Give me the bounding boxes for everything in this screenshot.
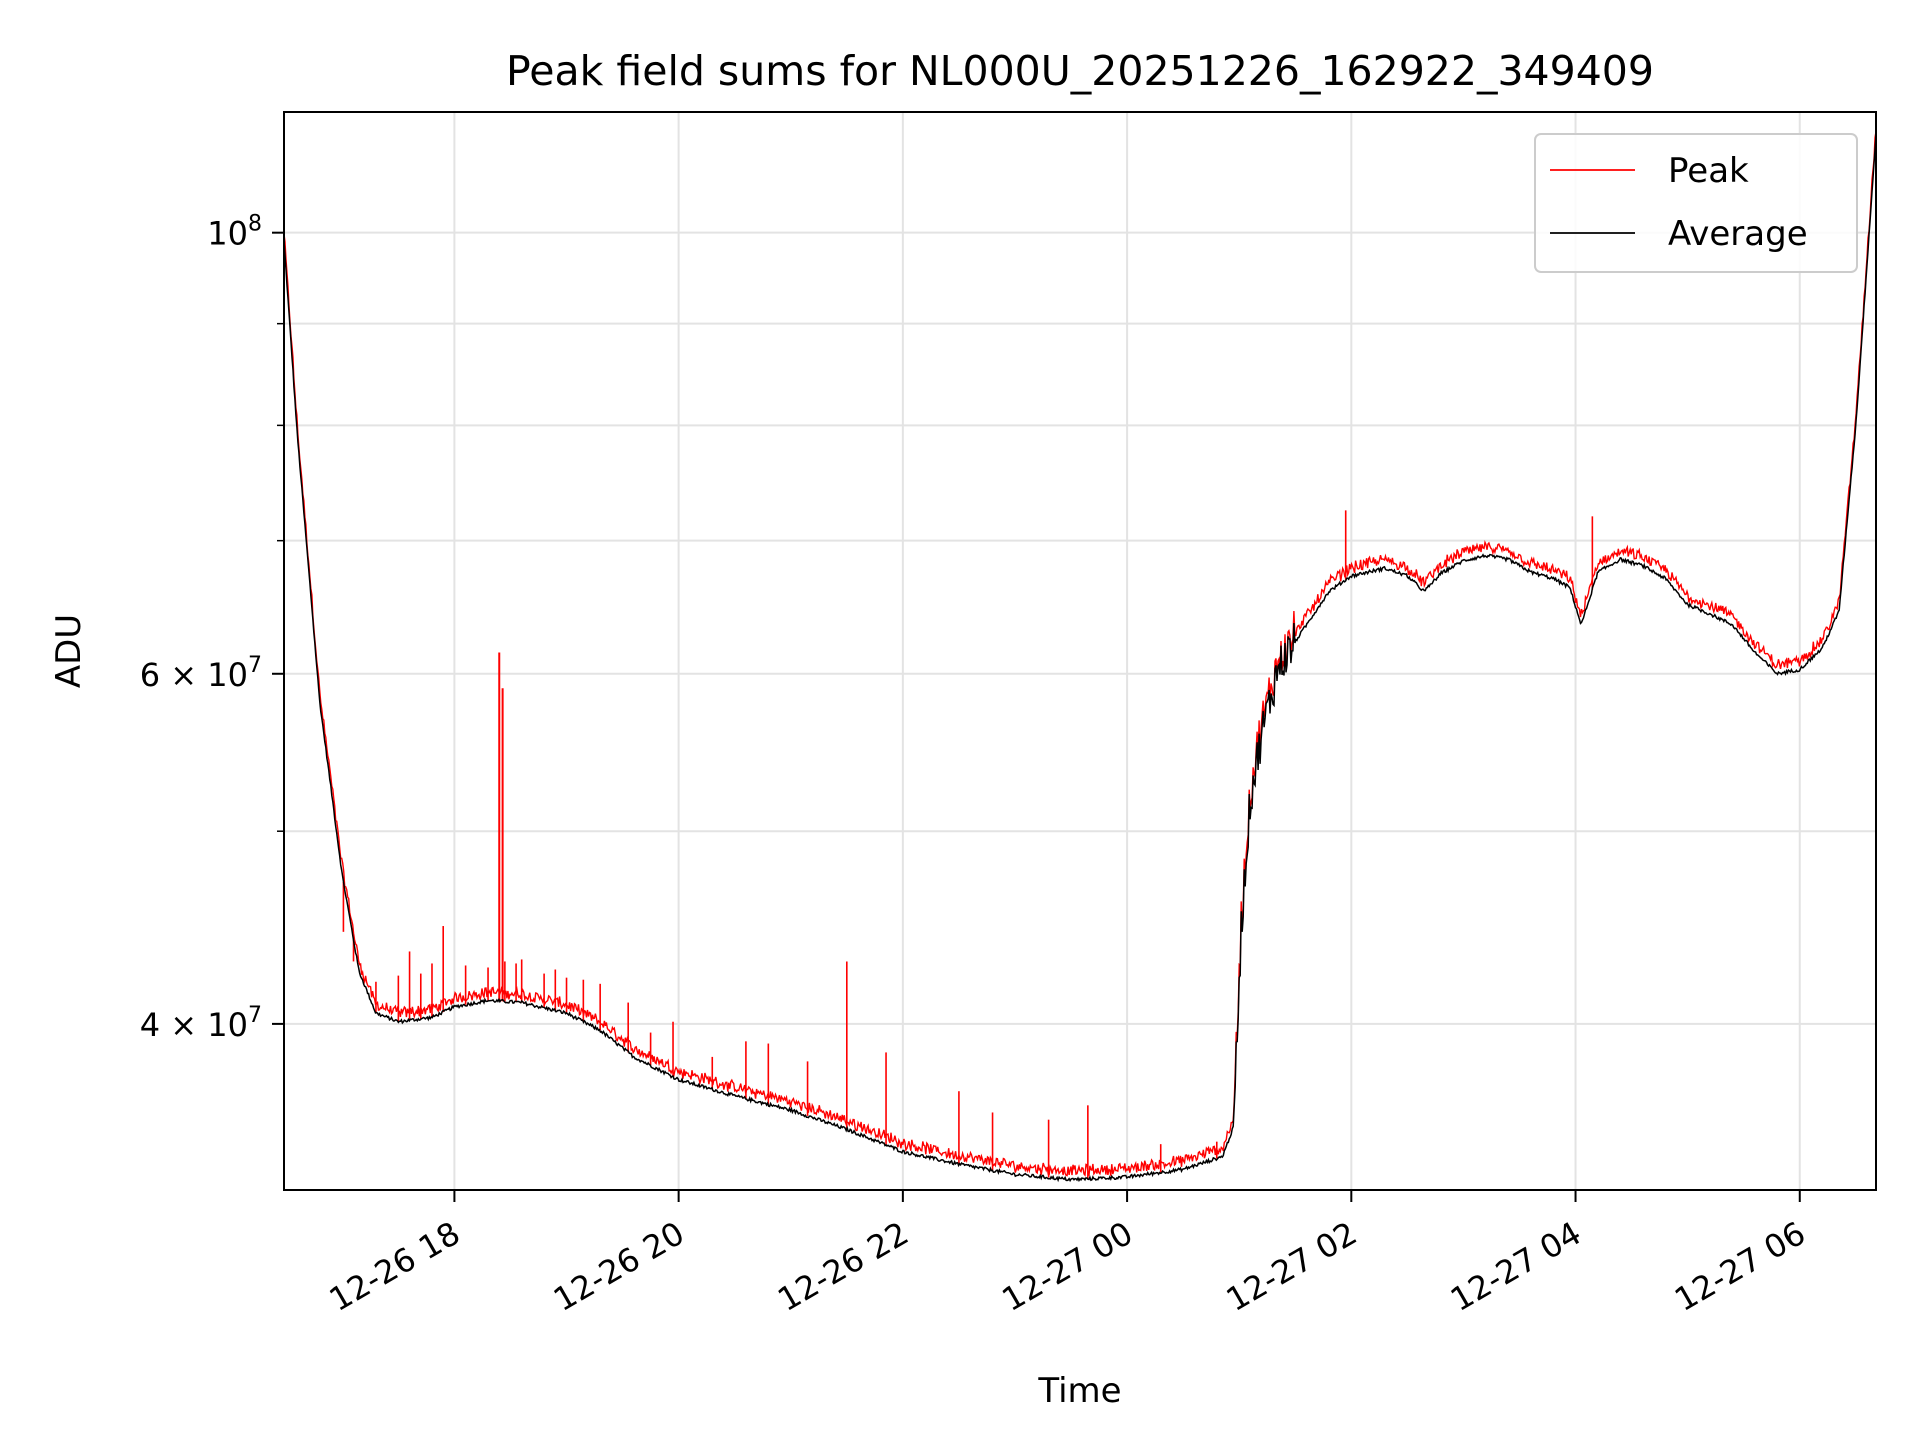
plot-frame <box>283 111 1877 1191</box>
legend: Peak Average <box>1534 133 1858 273</box>
y-tick-label: 4 × 107 <box>140 1003 262 1044</box>
y-axis-label: ADU <box>49 614 89 688</box>
legend-peak-label: Peak <box>1668 151 1749 191</box>
y-tick-label: 108 <box>207 212 262 253</box>
average-line <box>284 135 1876 1183</box>
x-axis-label: Time <box>1037 1371 1121 1411</box>
peak-line <box>284 131 1876 1177</box>
y-axis: 108 6 × 107 4 × 107 <box>140 212 284 1044</box>
legend-average-label: Average <box>1668 214 1808 254</box>
y-tick-label: 6 × 107 <box>140 653 262 694</box>
grid <box>284 112 1876 1190</box>
series-layer <box>284 131 1876 1183</box>
legend-box <box>1534 133 1858 273</box>
chart-title: Peak field sums for NL000U_20251226_1629… <box>506 47 1654 95</box>
